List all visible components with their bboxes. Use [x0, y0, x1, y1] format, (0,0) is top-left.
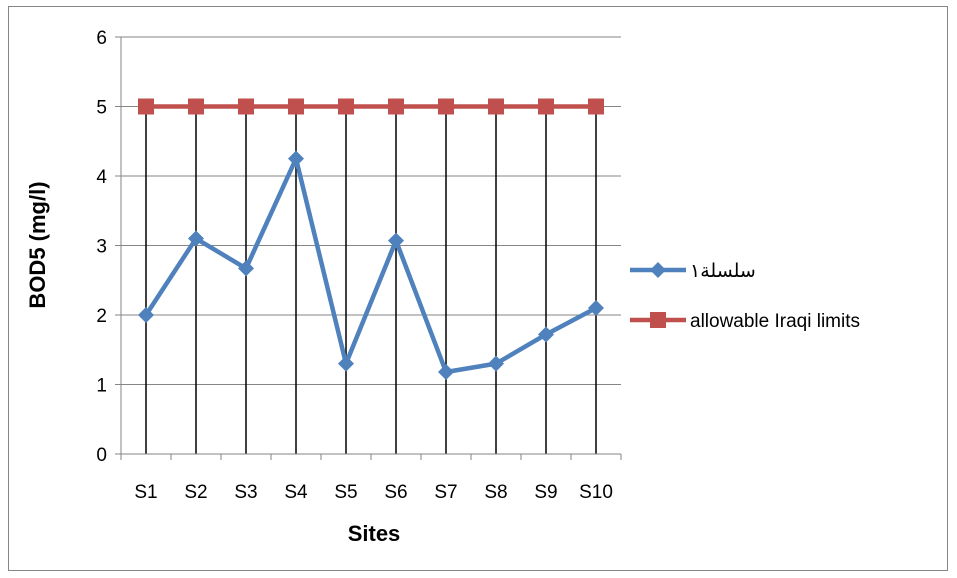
data-point-2 — [438, 98, 454, 115]
x-tick-label: S4 — [284, 482, 308, 503]
y-tick-label: 0 — [96, 445, 107, 466]
legend-label: سلسلة١ — [690, 261, 756, 282]
y-tick-label: 4 — [96, 167, 107, 188]
x-tick-label: S1 — [134, 482, 157, 503]
data-point-2 — [538, 98, 554, 115]
data-point-1 — [488, 355, 504, 372]
legend: سلسلة١ allowable Iraqi limits — [630, 261, 860, 332]
y-tick-label: 6 — [96, 28, 107, 49]
x-tick-label: S2 — [184, 482, 207, 503]
y-axis-title: BOD5 (mg/l) — [25, 181, 50, 308]
x-tick-label: S6 — [384, 482, 407, 503]
axes — [115, 36, 622, 460]
data-point-2 — [488, 98, 504, 115]
x-tick-labels: S1 S2 S3 S4 S5 S6 S7 S8 S9 S10 — [134, 482, 613, 503]
data-point-1 — [388, 232, 404, 249]
legend-marker — [650, 312, 666, 328]
data-point-1 — [238, 260, 254, 277]
x-axis-title: Sites — [348, 521, 401, 546]
data-point-1 — [338, 355, 354, 372]
data-point-1 — [288, 150, 304, 167]
series-layer — [138, 98, 604, 380]
y-tick-label: 1 — [96, 376, 107, 397]
series-line-1 — [144, 156, 598, 375]
data-point-1 — [588, 300, 604, 317]
data-point-2 — [388, 98, 404, 115]
x-tick-label: S9 — [534, 482, 557, 503]
data-point-1 — [138, 307, 154, 323]
data-point-1 — [188, 230, 204, 247]
data-point-2 — [238, 98, 254, 115]
data-point-2 — [138, 98, 154, 115]
x-tick-label: S8 — [484, 482, 507, 503]
y-tick-label: 3 — [96, 237, 107, 258]
x-tick-label: S10 — [579, 482, 613, 503]
data-point-1 — [438, 363, 454, 380]
legend-label: allowable Iraqi limits — [690, 311, 860, 332]
x-tick-label: S3 — [234, 482, 257, 503]
data-point-2 — [188, 98, 204, 115]
x-tick-label: S5 — [334, 482, 357, 503]
data-point-2 — [338, 98, 354, 115]
legend-marker — [650, 262, 666, 278]
drop-lines — [145, 106, 597, 454]
data-point-1 — [538, 326, 554, 343]
x-tick-label: S7 — [434, 482, 457, 503]
y-tick-label: 2 — [96, 306, 107, 327]
data-point-2 — [288, 98, 304, 115]
y-tick-label: 5 — [96, 98, 107, 119]
data-point-2 — [588, 98, 604, 115]
y-tick-labels: 0 1 2 3 4 5 6 — [96, 28, 107, 466]
